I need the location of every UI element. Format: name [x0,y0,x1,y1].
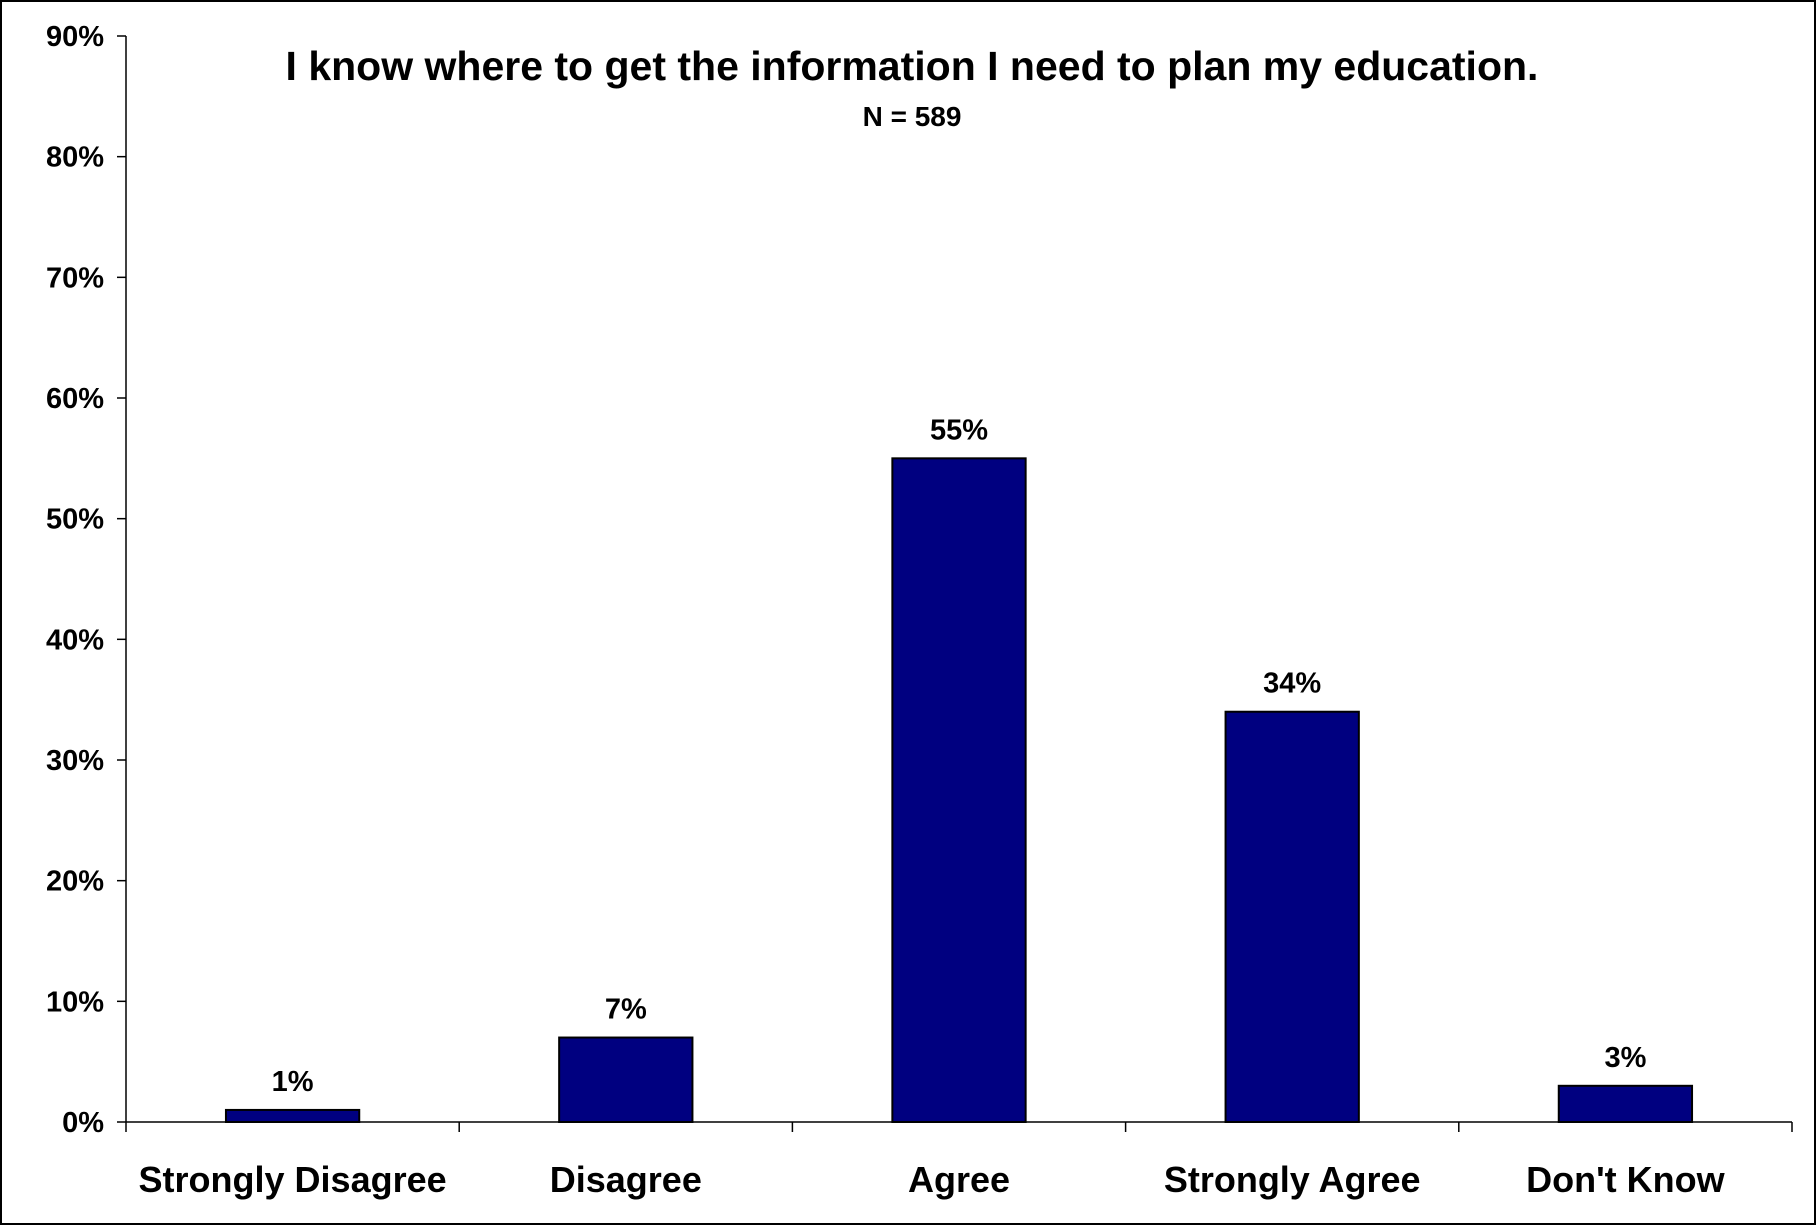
y-tick-label: 80% [46,142,104,174]
y-tick-label: 0% [62,1107,104,1139]
bar-value-label: 1% [272,1066,314,1098]
y-tick-label: 90% [46,21,104,53]
x-category-label: Disagree [550,1159,702,1200]
bar [224,1108,361,1124]
y-tick-label: 70% [46,262,104,294]
bars: 1% 7% 55% 34% 3% [224,414,1694,1124]
y-tick-label: 60% [46,383,104,415]
x-category-label: Don't Know [1526,1159,1726,1200]
bar-value-label: 55% [930,414,988,446]
chart-title: I know where to get the information I ne… [286,43,1539,89]
bar [891,457,1027,1124]
bar [1557,1084,1694,1124]
y-axis: 0% 10% 20% 30% 40% 50% 60% 70% 80% 90% [46,21,127,1139]
x-axis: Strongly Disagree Disagree Agree Strongly A… [125,1121,1793,1200]
bar-value-label: 7% [605,994,647,1026]
chart-subtitle: N = 589 [863,101,962,132]
x-category-label: Strongly Agree [1164,1159,1421,1200]
y-tick-label: 10% [46,986,104,1018]
bar [1224,710,1360,1123]
x-category-label: Agree [908,1159,1010,1200]
bar-value-label: 3% [1604,1042,1646,1074]
y-tick-label: 20% [46,866,104,898]
y-tick-label: 30% [46,745,104,777]
x-category-label: Strongly Disagree [139,1159,447,1200]
bar-value-label: 34% [1263,668,1321,700]
y-tick-label: 50% [46,504,104,536]
y-tick-label: 40% [46,624,104,656]
bar [558,1036,694,1123]
